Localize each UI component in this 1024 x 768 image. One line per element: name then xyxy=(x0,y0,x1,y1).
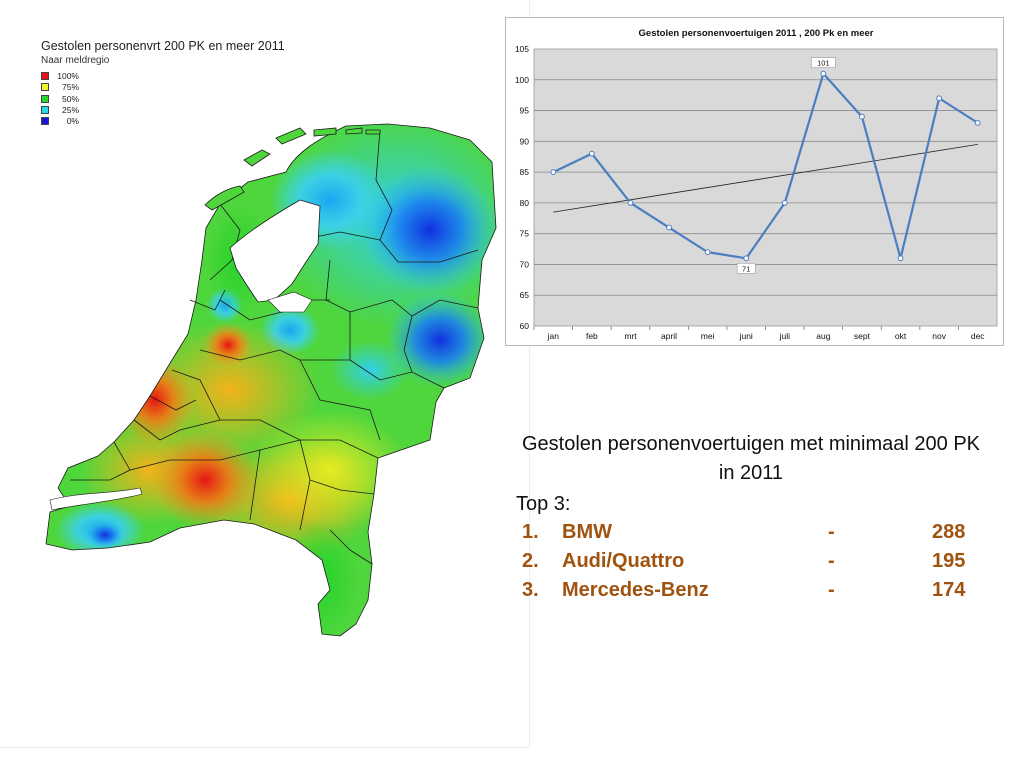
caption-block: Gestolen personenvoertuigen met minimaal… xyxy=(516,430,986,605)
count: 288 xyxy=(932,521,966,543)
data-point xyxy=(859,113,865,120)
heat-fill xyxy=(46,124,496,636)
y-tick-label: 90 xyxy=(520,136,530,146)
chart-title: Gestolen personenvoertuigen 2011 , 200 P… xyxy=(639,28,874,39)
x-tick-label: mrt xyxy=(624,331,637,341)
y-tick-label: 100 xyxy=(515,75,529,85)
markermeer xyxy=(267,291,313,313)
top-item-3: 3. Mercedes-Benz - 174 xyxy=(516,576,986,605)
x-tick-label: juni xyxy=(739,331,753,341)
region-borders xyxy=(45,123,497,637)
map-title: Gestolen personenvrt 200 PK en meer 2011 xyxy=(41,39,285,53)
trendline-group xyxy=(553,144,978,213)
line-chart: Gestolen personenvoertuigen 2011 , 200 P… xyxy=(505,17,1004,346)
oosterschelde xyxy=(49,487,143,511)
separator: - xyxy=(828,550,835,572)
data-point xyxy=(666,224,672,231)
data-label-box xyxy=(736,262,756,274)
map-panel: Gestolen personenvrt 200 PK en meer 2011… xyxy=(0,0,530,748)
y-tick-label: 65 xyxy=(520,290,530,300)
x-axis: jan feb mrt april mei juni juli aug sept okt nov de… xyxy=(533,326,985,341)
legend-swatch xyxy=(41,117,49,126)
y-tick-label: 70 xyxy=(520,259,530,269)
top-item-2: 2. Audi/Quattro - 195 xyxy=(516,547,986,576)
y-tick-label: 105 xyxy=(515,44,529,54)
separator: - xyxy=(828,521,835,543)
data-point xyxy=(588,150,595,157)
x-tick-label: april xyxy=(661,331,677,341)
y-tick-label: 60 xyxy=(520,321,530,331)
y-tick-label: 80 xyxy=(520,198,530,208)
y-tick-label: 85 xyxy=(520,167,530,177)
legend-swatch xyxy=(41,105,49,114)
count: 195 xyxy=(932,550,966,572)
legend-label: 100% xyxy=(57,71,79,81)
top-list: 1. BMW - 288 2. Audi/Quattro - 195 3. Me… xyxy=(516,518,986,605)
series-line xyxy=(552,72,979,260)
legend-swatch xyxy=(41,94,49,103)
brand: Mercedes-Benz xyxy=(562,579,709,601)
brand: Audi/Quattro xyxy=(562,550,685,572)
separator: - xyxy=(828,579,835,601)
data-label-box xyxy=(811,57,836,68)
data-point xyxy=(781,199,788,206)
brand: BMW xyxy=(562,521,612,543)
data-point xyxy=(743,255,750,262)
x-tick-label: juli xyxy=(779,331,791,341)
netherlands-heat-map xyxy=(45,123,497,637)
ijsselmeer xyxy=(229,199,321,303)
series-group xyxy=(550,70,981,262)
top-label: Top 3: xyxy=(516,493,571,515)
data-point xyxy=(550,169,557,176)
data-point xyxy=(627,199,634,206)
x-tick-label: sept xyxy=(854,331,871,341)
legend-label: 75% xyxy=(61,82,79,93)
data-labels: 71 101 xyxy=(736,57,836,274)
x-tick-label: okt xyxy=(895,331,907,341)
top-item-1: 1. BMW - 288 xyxy=(516,518,986,547)
data-point xyxy=(897,255,904,262)
x-tick-label: feb xyxy=(586,331,598,341)
caption-title: Gestolen personenvoertuigen met minimaal… xyxy=(521,433,981,484)
y-axis: 60 65 70 75 80 85 90 95 100 105 xyxy=(515,44,529,331)
data-point xyxy=(974,119,981,126)
rank: 1. xyxy=(522,521,539,543)
y-tick-label: 95 xyxy=(520,106,530,116)
x-tick-label: nov xyxy=(932,331,946,341)
rank: 2. xyxy=(522,550,539,572)
legend-label: 0% xyxy=(66,116,79,127)
x-tick-label: dec xyxy=(971,331,985,341)
wadden-islands xyxy=(204,127,381,211)
legend-swatch xyxy=(41,83,49,92)
data-point xyxy=(820,70,827,77)
data-label: 71 xyxy=(742,264,750,273)
chart-canvas: Gestolen personenvoertuigen 2011 , 200 P… xyxy=(515,28,998,341)
legend-label: 25% xyxy=(61,104,79,115)
x-tick-label: jan xyxy=(547,331,560,341)
data-point xyxy=(704,249,711,256)
count: 174 xyxy=(932,579,966,601)
gridlines xyxy=(534,79,997,296)
rank: 3. xyxy=(522,579,539,601)
map-subtitle: Naar meldregio xyxy=(41,55,110,66)
legend-swatch xyxy=(41,72,49,80)
data-point xyxy=(936,95,943,102)
plot-area xyxy=(533,48,998,327)
legend-label: 50% xyxy=(61,93,79,104)
y-tick-label: 75 xyxy=(520,229,530,239)
x-tick-label: mei xyxy=(701,331,715,341)
data-label: 101 xyxy=(817,59,830,68)
trendline xyxy=(553,144,978,213)
x-tick-label: aug xyxy=(816,331,830,341)
